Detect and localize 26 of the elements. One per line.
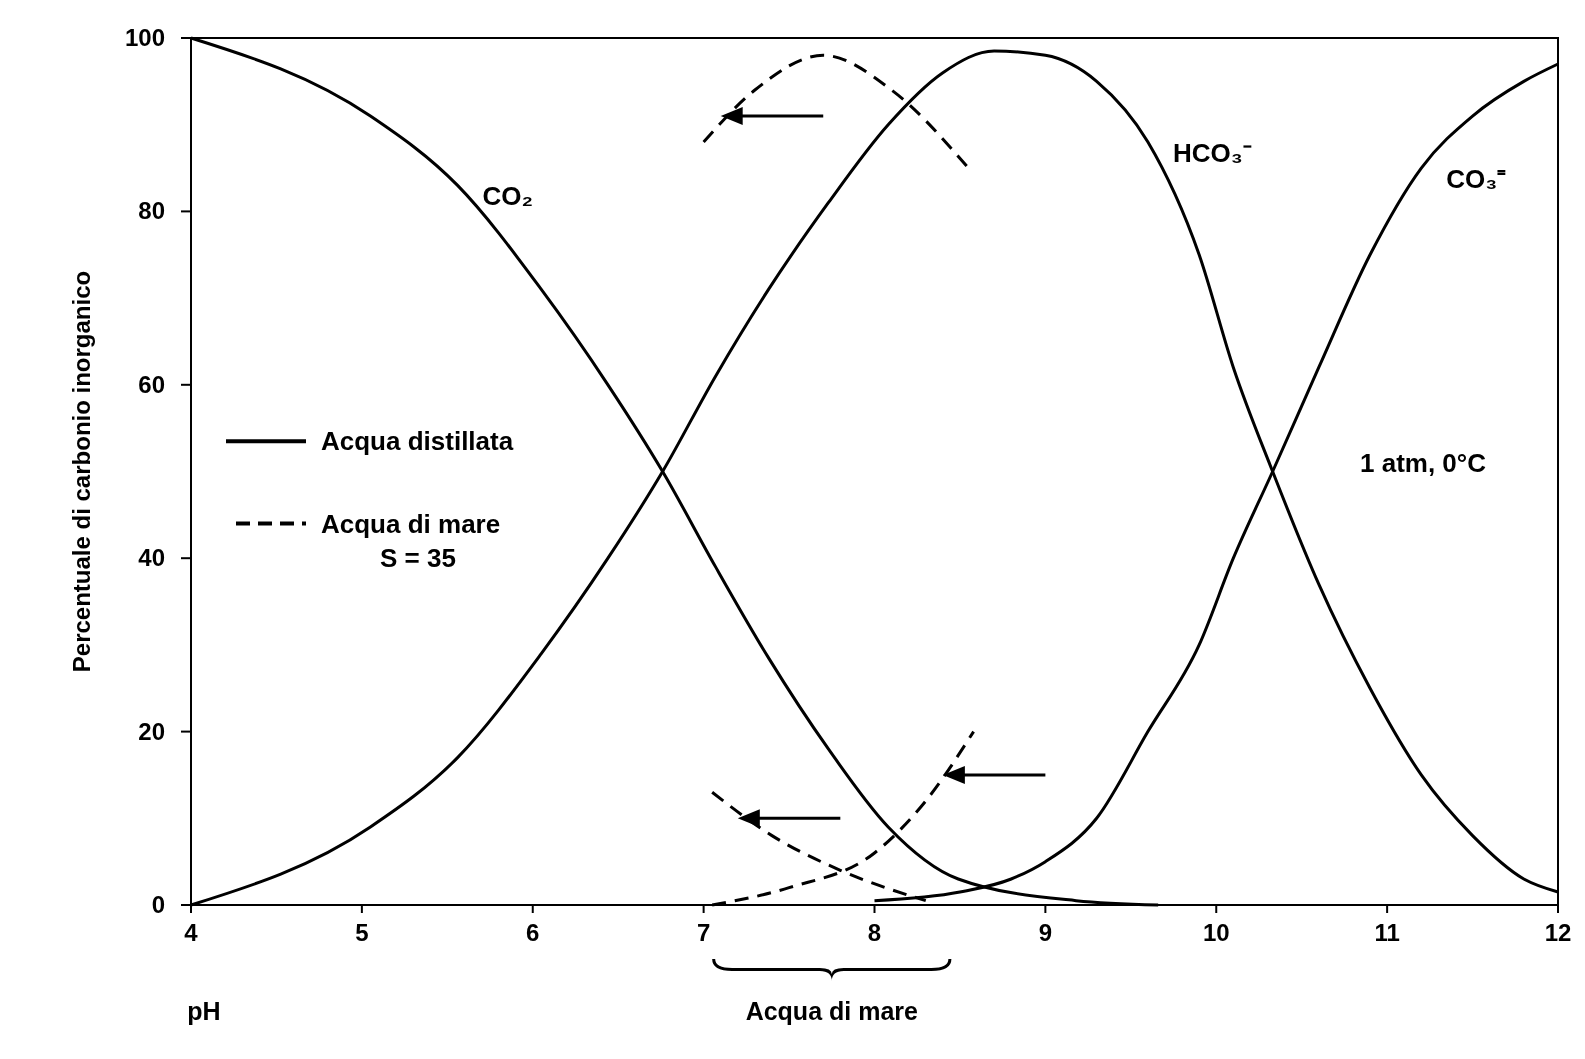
line-series (702, 53, 970, 170)
series-label: CO₂ (482, 181, 534, 212)
y-tick-label: 0 (151, 891, 165, 918)
x-tick-label: 8 (867, 919, 882, 946)
x-tick-label: 11 (1374, 919, 1400, 946)
x-tick-label: 4 (184, 919, 199, 946)
y-axis-title: Percentuale di carbonio inorganico (68, 270, 95, 673)
y-tick-label: 80 (138, 197, 165, 225)
x-tick-label: 7 (696, 919, 711, 946)
x-tick-label: 12 (1544, 919, 1572, 946)
x-tick-label: 10 (1202, 919, 1230, 946)
annotation: Acqua di mare (321, 508, 501, 539)
y-tick-label: 20 (138, 717, 165, 745)
annotation: S = 35 (380, 543, 456, 574)
text: Acqua di mare (745, 997, 919, 1025)
series-label: HCO₃⁻ (1172, 138, 1252, 169)
x-tick-label: 6 (526, 919, 540, 946)
y-tick-label: 60 (138, 370, 165, 398)
y-tick-label: 100 (124, 24, 165, 51)
annotation: Acqua distillata (321, 426, 514, 457)
y-tick-label: 40 (138, 544, 165, 572)
x-axis-title: pH (187, 997, 221, 1025)
x-tick-label: 9 (1038, 919, 1053, 946)
annotation: 1 atm, 0°C (1359, 447, 1487, 478)
x-tick-label: 5 (355, 919, 369, 946)
series-label: CO₃⁼ (1446, 164, 1507, 195)
